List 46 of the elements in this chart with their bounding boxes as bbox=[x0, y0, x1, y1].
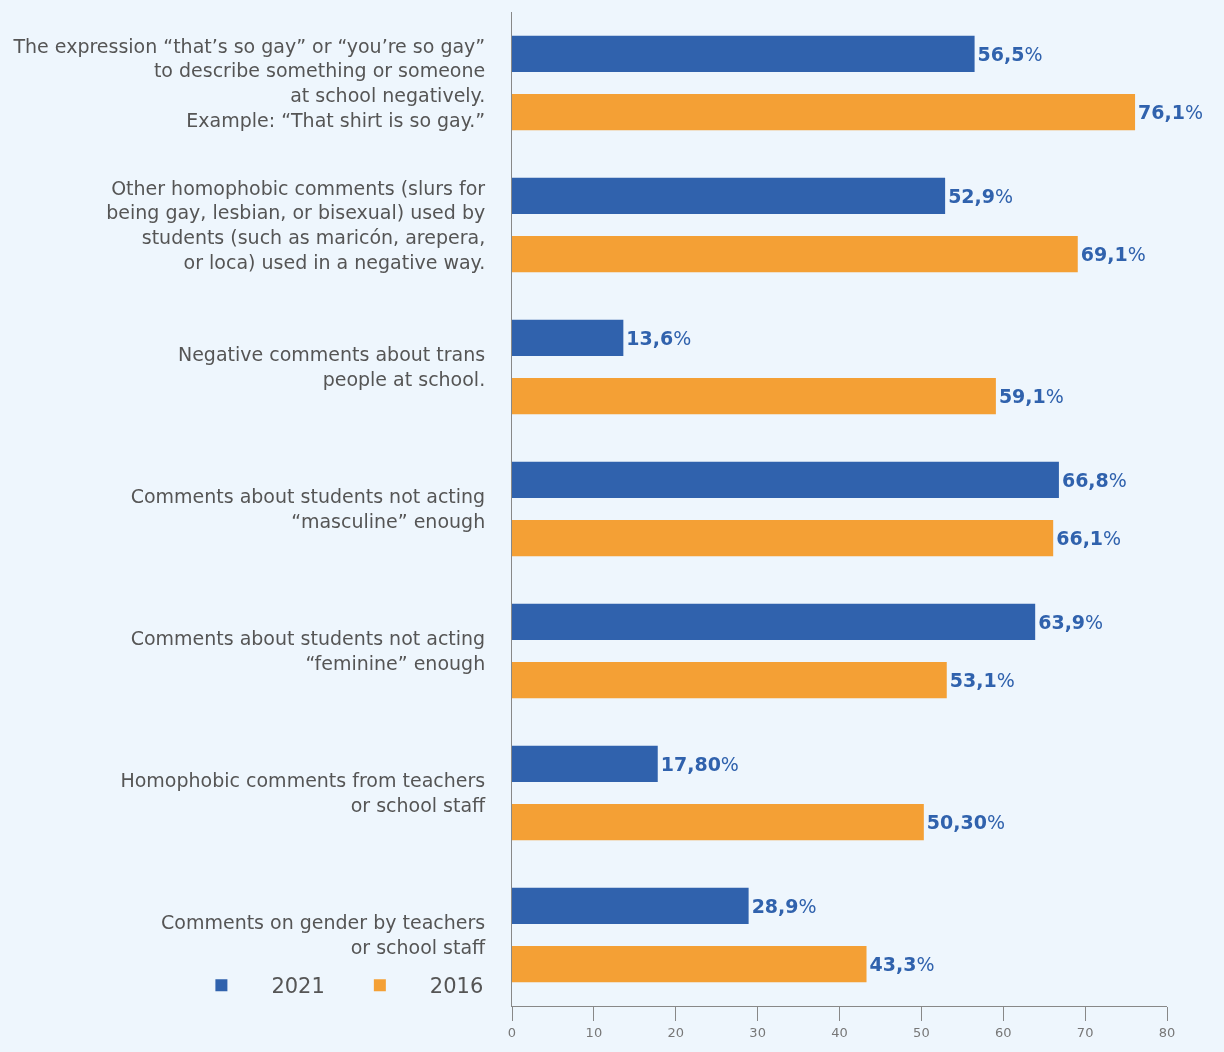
bar bbox=[512, 946, 867, 983]
x-tick-label: 40 bbox=[831, 1024, 848, 1040]
data-label: 53,1% bbox=[949, 669, 1015, 692]
bar bbox=[512, 319, 624, 356]
bar bbox=[512, 94, 1136, 131]
x-tick-label: 80 bbox=[1158, 1024, 1176, 1040]
data-label: 66,1% bbox=[1056, 527, 1122, 550]
y-tick-label: Comments about students not acting “masculine” enough bbox=[130, 485, 486, 532]
x-tick-label: 60 bbox=[994, 1024, 1012, 1040]
x-tick-label: 10 bbox=[585, 1024, 603, 1040]
bar bbox=[512, 35, 975, 72]
x-tick-label: 0 bbox=[507, 1024, 517, 1040]
bar bbox=[512, 745, 658, 782]
bar bbox=[512, 236, 1078, 273]
x-tick-label: 30 bbox=[749, 1024, 766, 1040]
y-tick-label: Homophobic comments from teachers or school staff bbox=[120, 769, 487, 816]
y-tick-label: Comments about students not acting “feminine” enough bbox=[130, 627, 486, 674]
y-tick-label: Comments on gender by teachers or school staff bbox=[161, 911, 487, 958]
legend-label: 2021 bbox=[271, 974, 325, 999]
data-label: 69,1% bbox=[1080, 243, 1146, 266]
data-label: 59,1% bbox=[998, 385, 1064, 408]
bar bbox=[512, 603, 1036, 640]
data-label: 63,9% bbox=[1038, 610, 1104, 633]
data-label: 28,9% bbox=[751, 894, 817, 917]
data-label: 56,5% bbox=[977, 42, 1043, 65]
data-label: 52,9% bbox=[948, 184, 1014, 207]
legend-label: 2016 bbox=[429, 974, 484, 999]
bar bbox=[512, 177, 946, 214]
bar bbox=[512, 662, 947, 699]
bar bbox=[512, 461, 1059, 498]
x-tick-label: 70 bbox=[1076, 1024, 1094, 1040]
bar bbox=[512, 378, 996, 415]
data-label: 17,80% bbox=[660, 752, 739, 775]
data-label: 66,8% bbox=[1061, 468, 1127, 491]
data-label: 76,1% bbox=[1138, 101, 1204, 124]
data-label: 50,30% bbox=[926, 811, 1005, 834]
x-tick-label: 20 bbox=[667, 1024, 685, 1040]
bar bbox=[512, 887, 749, 924]
x-tick-label: 50 bbox=[913, 1024, 930, 1040]
y-tick-label: Negative comments about trans people at school. bbox=[177, 343, 486, 390]
bar bbox=[512, 804, 924, 841]
y-tick-label: The expression “that’s so gay” or “you’re so gay” to describe something or someone at school negatively. Example: “That shirt is so gay.” bbox=[12, 34, 486, 131]
data-label: 13,6% bbox=[626, 326, 692, 349]
bar bbox=[512, 520, 1054, 557]
y-tick-label: Other homophobic comments (slurs for being gay, lesbian, or bisexual) used by students (such as maricón, arepera, or loca) used in a negative way. bbox=[106, 176, 486, 273]
data-label: 43,3% bbox=[869, 953, 935, 976]
